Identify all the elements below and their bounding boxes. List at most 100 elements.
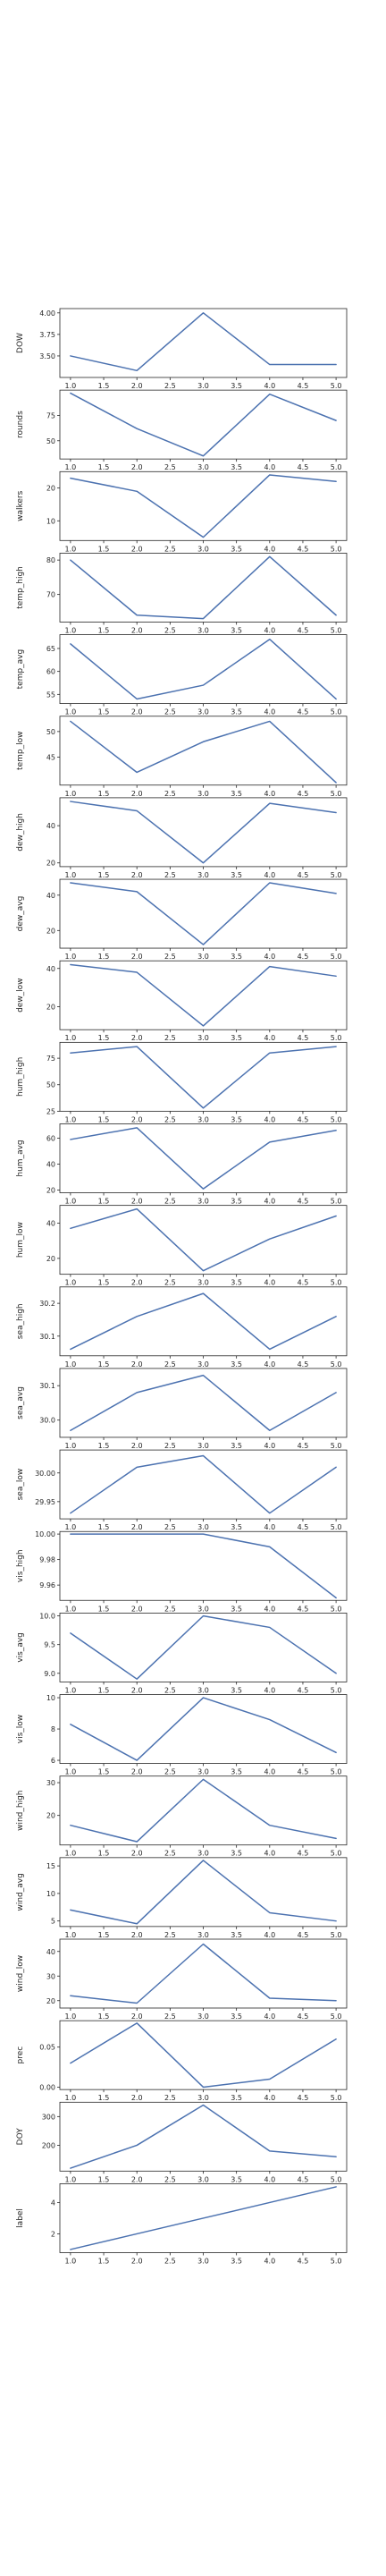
x-tick-label: 3.0 bbox=[197, 2175, 209, 2183]
y-tick-label: 10 bbox=[46, 1694, 55, 1702]
x-tick-label: 1.5 bbox=[98, 2257, 110, 2265]
series-line-hum_high bbox=[70, 1046, 337, 1109]
y-tick-label: 3.75 bbox=[39, 331, 55, 339]
x-tick-label: 2.0 bbox=[131, 1931, 143, 1939]
x-tick-label: 1.5 bbox=[98, 1115, 110, 1123]
series-line-temp_high bbox=[70, 555, 337, 620]
y-tick-label: 30 bbox=[46, 1779, 55, 1787]
x-tick-label: 2.5 bbox=[164, 1931, 176, 1939]
x-tick-label: 2.0 bbox=[131, 2175, 143, 2183]
y-tick-label: 30.2 bbox=[39, 1300, 55, 1308]
x-tick-label: 4.0 bbox=[264, 1768, 275, 1776]
y-tick-label: 30 bbox=[46, 1972, 55, 1980]
series-line-wind_avg bbox=[70, 1860, 337, 1925]
x-tick-label: 4.0 bbox=[264, 1686, 275, 1694]
x-tick-label: 3.0 bbox=[197, 463, 209, 471]
x-tick-label: 3.5 bbox=[231, 1198, 242, 1206]
y-axis-label: dew_high bbox=[16, 813, 25, 852]
y-tick-label: 4.00 bbox=[39, 309, 55, 318]
x-tick-label: 2.0 bbox=[131, 790, 143, 798]
x-tick-label: 4.5 bbox=[298, 1523, 309, 1531]
y-axis-label: hum_avg bbox=[16, 1140, 25, 1176]
x-tick-label: 2.0 bbox=[131, 708, 143, 716]
x-tick-label: 1.0 bbox=[65, 1768, 77, 1776]
y-tick-label: 40 bbox=[46, 822, 55, 830]
x-tick-label: 5.0 bbox=[331, 1442, 342, 1450]
subplot-wind_high: 1.0 1.5 2.0 2.5 3.0 3.5 4.0 4.5 5.0 20 30 wind_high bbox=[16, 1775, 348, 1858]
x-tick-label: 4.0 bbox=[264, 708, 275, 716]
x-tick-label: 4.5 bbox=[298, 871, 309, 879]
subplot-sea_low: 1.0 1.5 2.0 2.5 3.0 3.5 4.0 4.5 5.0 29.95 30.00 sea… bbox=[16, 1449, 348, 1531]
x-tick-label: 3.0 bbox=[197, 1279, 209, 1287]
x-tick-label: 3.5 bbox=[231, 2094, 242, 2102]
x-tick-label: 2.5 bbox=[164, 1442, 176, 1450]
y-tick-label: 9.96 bbox=[39, 1581, 55, 1589]
x-tick-label: 3.0 bbox=[197, 545, 209, 553]
x-tick-label: 1.5 bbox=[98, 1768, 110, 1776]
x-tick-label: 1.5 bbox=[98, 382, 110, 390]
y-tick-label: 60 bbox=[46, 668, 55, 676]
y-axis-label: DOY bbox=[16, 2128, 25, 2146]
x-tick-label: 2.5 bbox=[164, 545, 176, 553]
series-line-prec bbox=[70, 2022, 337, 2089]
x-tick-label: 4.5 bbox=[298, 1931, 309, 1939]
series-line-temp_avg bbox=[70, 638, 337, 700]
x-tick-label: 2.0 bbox=[131, 1034, 143, 1042]
x-tick-label: 3.0 bbox=[197, 1850, 209, 1858]
y-tick-label: 30.00 bbox=[35, 1470, 55, 1478]
x-tick-label: 3.5 bbox=[231, 626, 242, 634]
x-tick-label: 3.5 bbox=[231, 463, 242, 471]
x-tick-label: 2.0 bbox=[131, 1605, 143, 1613]
x-tick-label: 2.0 bbox=[131, 871, 143, 879]
x-tick-label: 3.0 bbox=[197, 1034, 209, 1042]
x-tick-label: 4.0 bbox=[264, 382, 275, 390]
y-tick-label: 20 bbox=[46, 1812, 55, 1820]
x-tick-label: 1.0 bbox=[65, 953, 77, 961]
x-tick-label: 5.0 bbox=[331, 545, 342, 553]
x-tick-label: 1.0 bbox=[65, 2257, 77, 2265]
x-tick-label: 3.0 bbox=[197, 2012, 209, 2021]
y-tick-label: 6 bbox=[51, 1757, 55, 1765]
axes-frame bbox=[59, 2101, 348, 2172]
x-tick-label: 4.0 bbox=[264, 1605, 275, 1613]
series-line-sea_avg bbox=[70, 1374, 337, 1431]
x-tick-label: 5.0 bbox=[331, 1034, 342, 1042]
subplot-DOW: 1.0 1.5 2.0 2.5 3.0 3.5 4.0 4.5 5.0 3.50 3.75 4.00 D… bbox=[16, 308, 348, 390]
x-tick-label: 1.0 bbox=[65, 1931, 77, 1939]
series-line-wind_low bbox=[70, 1943, 337, 2004]
x-tick-label: 1.5 bbox=[98, 463, 110, 471]
x-tick-label: 2.0 bbox=[131, 382, 143, 390]
x-tick-label: 3.5 bbox=[231, 1115, 242, 1123]
x-tick-label: 1.0 bbox=[65, 545, 77, 553]
axes-frame bbox=[59, 1613, 348, 1682]
axes-frame bbox=[59, 1938, 348, 2009]
x-tick-label: 3.5 bbox=[231, 545, 242, 553]
x-tick-label: 1.0 bbox=[65, 1605, 77, 1613]
axes-frame bbox=[59, 1530, 348, 1601]
y-axis-label: temp_low bbox=[16, 732, 25, 770]
x-tick-label: 5.0 bbox=[331, 1198, 342, 1206]
x-tick-label: 2.0 bbox=[131, 463, 143, 471]
y-axis-label: DOW bbox=[16, 333, 25, 353]
series-line-dew_high bbox=[70, 801, 337, 864]
y-tick-label: 8 bbox=[51, 1725, 55, 1733]
x-tick-label: 2.0 bbox=[131, 545, 143, 553]
x-tick-label: 3.0 bbox=[197, 1931, 209, 1939]
x-tick-label: 2.5 bbox=[164, 2094, 176, 2102]
y-axis-label: vis_avg bbox=[16, 1632, 25, 1663]
x-tick-label: 4.5 bbox=[298, 1360, 309, 1368]
x-tick-label: 1.5 bbox=[98, 1605, 110, 1613]
y-axis-label: wind_high bbox=[16, 1790, 25, 1830]
x-tick-label: 3.5 bbox=[231, 1523, 242, 1531]
x-tick-label: 1.0 bbox=[65, 1523, 77, 1531]
x-tick-label: 2.5 bbox=[164, 2175, 176, 2183]
series-line-hum_low bbox=[70, 1208, 337, 1272]
x-tick-label: 2.5 bbox=[164, 1686, 176, 1694]
x-tick-label: 2.5 bbox=[164, 463, 176, 471]
x-tick-label: 4.0 bbox=[264, 2012, 275, 2021]
series-line-temp_low bbox=[70, 720, 337, 784]
x-tick-label: 4.0 bbox=[264, 953, 275, 961]
x-tick-label: 1.0 bbox=[65, 790, 77, 798]
x-tick-label: 2.0 bbox=[131, 2257, 143, 2265]
